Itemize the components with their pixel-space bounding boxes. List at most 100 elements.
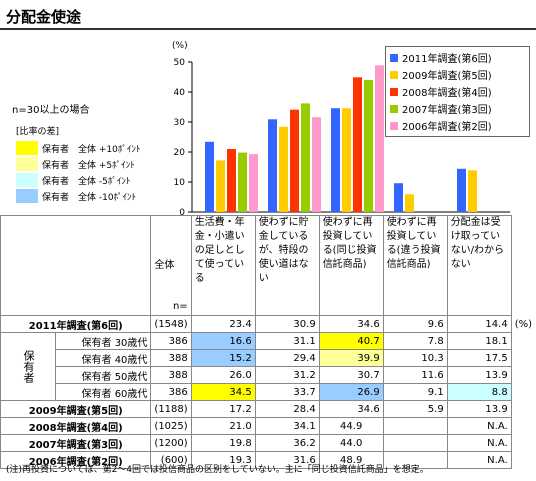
bar — [249, 154, 258, 212]
legend-swatch — [390, 53, 398, 62]
page-title: 分配金使途 — [6, 8, 82, 26]
pct-spacer — [511, 435, 535, 452]
diff-label: 保有者 全体 +10ﾎﾟｲﾝﾄ — [42, 144, 141, 155]
pct-spacer — [511, 418, 535, 435]
legend-entry: 2009年調査(第5回) — [390, 66, 525, 83]
header-blank — [0, 215, 152, 316]
legend-entry: 2008年調査(第4回) — [390, 83, 525, 100]
data-cell: N.A. — [446, 417, 512, 435]
data-cell: 39.9 — [318, 349, 384, 367]
y-axis-label: (%) — [172, 41, 188, 51]
bar — [216, 160, 225, 212]
data-cell: 26.0 — [190, 366, 256, 384]
data-cell: 33.7 — [254, 383, 320, 401]
data-cell: 29.4 — [254, 349, 320, 367]
column-header: 分配金は受け取っていない/わからない — [446, 215, 512, 316]
data-cell: 34.1 — [254, 417, 320, 435]
bar — [405, 194, 414, 212]
pct-spacer — [511, 452, 535, 469]
row-label: 2008年調査(第4回) — [0, 417, 152, 435]
y-tick-label: 20 — [174, 148, 186, 158]
data-cell: 34.6 — [318, 400, 384, 418]
bar — [312, 117, 321, 212]
bar — [394, 183, 403, 212]
table-row: 2008年調査(第4回) (1025) 21.0 34.1 44.9 N.A. — [0, 417, 536, 435]
data-cell: 17.2 — [190, 400, 256, 418]
data-cell: 44.0 — [318, 434, 384, 452]
legend-swatch — [390, 70, 398, 79]
diff-legend-item: 保有者 全体 +5ﾎﾟｲﾝﾄ — [16, 156, 194, 172]
data-cell: 26.9 — [318, 383, 384, 401]
bar — [268, 119, 277, 212]
data-cell: 19.8 — [190, 434, 256, 452]
pct-spacer — [511, 401, 535, 418]
column-header: 使わずに再投資している(同じ投資信託商品) — [318, 215, 384, 316]
diff-swatch — [16, 141, 38, 155]
bar — [468, 170, 477, 212]
data-cell — [382, 434, 448, 452]
column-header: 使わずに再投資している(違う投資信託商品) — [382, 215, 448, 316]
bar — [279, 126, 288, 212]
table-row: 2006年調査(第2回) (600) 19.3 31.6 48.9 N.A. — [0, 451, 536, 469]
data-cell: 31.2 — [254, 366, 320, 384]
data-cell: 28.4 — [254, 400, 320, 418]
diff-label: 保有者 全体 -10ﾎﾟｲﾝﾄ — [42, 192, 137, 203]
pct-spacer — [511, 333, 535, 350]
legend-swatch — [390, 104, 398, 113]
row-label: 保有者 50歳代 — [54, 366, 152, 384]
y-tick-label: 30 — [174, 118, 186, 128]
pct-label: (%) — [514, 318, 532, 330]
data-cell: 34.5 — [190, 383, 256, 401]
header-total: 全体 n= — [150, 215, 192, 316]
diff-legend-item: 保有者 全体 +10ﾎﾟｲﾝﾄ — [16, 140, 194, 156]
data-cell — [382, 417, 448, 435]
pct-spacer — [511, 367, 535, 384]
bar — [301, 103, 310, 212]
bar — [353, 77, 362, 212]
pct-spacer — [511, 350, 535, 367]
data-cell: 13.9 — [446, 366, 512, 384]
row-n: 386 — [150, 332, 192, 350]
data-cell: 30.7 — [318, 366, 384, 384]
data-cell: 36.2 — [254, 434, 320, 452]
legend-swatch — [390, 87, 398, 96]
diff-label: 保有者 全体 +5ﾎﾟｲﾝﾄ — [42, 160, 135, 171]
pct-spacer — [511, 384, 535, 401]
row-n: (600) — [150, 451, 192, 469]
table-row: 保有者 40歳代 388 15.2 29.4 39.9 10.3 17.5 — [1, 349, 536, 367]
data-cell: 13.9 — [446, 400, 512, 418]
data-cell: 14.4 — [446, 315, 512, 333]
data-cell: 5.9 — [382, 400, 448, 418]
table-row: 保有者 保有者 30歳代 386 16.6 31.1 40.7 7.8 18.1 — [0, 332, 536, 401]
total-label: 全体 — [154, 260, 175, 271]
row-n: (1025) — [150, 417, 192, 435]
legend-label: 2007年調査(第3回) — [402, 105, 492, 116]
bar — [331, 108, 340, 212]
legend-label: 2009年調査(第5回) — [402, 71, 492, 82]
y-tick-label: 0 — [179, 208, 185, 215]
diff-swatch — [16, 173, 38, 187]
data-cell: 21.0 — [190, 417, 256, 435]
bar — [375, 65, 384, 212]
row-label: 2007年調査(第3回) — [0, 434, 152, 452]
bar — [205, 141, 214, 212]
diff-legend-item: 保有者 全体 -10ﾎﾟｲﾝﾄ — [16, 188, 194, 204]
diff-legend-item: 保有者 全体 -5ﾎﾟｲﾝﾄ — [16, 172, 194, 188]
row-n: 386 — [150, 383, 192, 401]
legend-label: 2006年調査(第2回) — [402, 122, 492, 133]
bar — [457, 168, 466, 212]
bar — [290, 109, 299, 212]
y-tick-label: 50 — [174, 58, 186, 68]
table-row: 2007年調査(第3回) (1200) 19.8 36.2 44.0 N.A. — [0, 434, 536, 452]
diff-swatch — [16, 157, 38, 171]
data-cell: N.A. — [446, 434, 512, 452]
table-header-row: 全体 n= 生活費・年金・小遣いの足しとして使っている 使わずに貯金しているが、特段の… — [0, 215, 536, 316]
row-label: 保有者 30歳代 — [54, 332, 152, 350]
legend-label: 2008年調査(第4回) — [402, 88, 492, 99]
row-label: 2006年調査(第2回) — [0, 451, 152, 469]
column-header: 使わずに貯金しているが、特段の使い道はない — [254, 215, 320, 316]
data-cell: 15.2 — [190, 349, 256, 367]
data-cell: 40.7 — [318, 332, 384, 350]
bar — [342, 108, 351, 212]
bar — [364, 80, 373, 212]
